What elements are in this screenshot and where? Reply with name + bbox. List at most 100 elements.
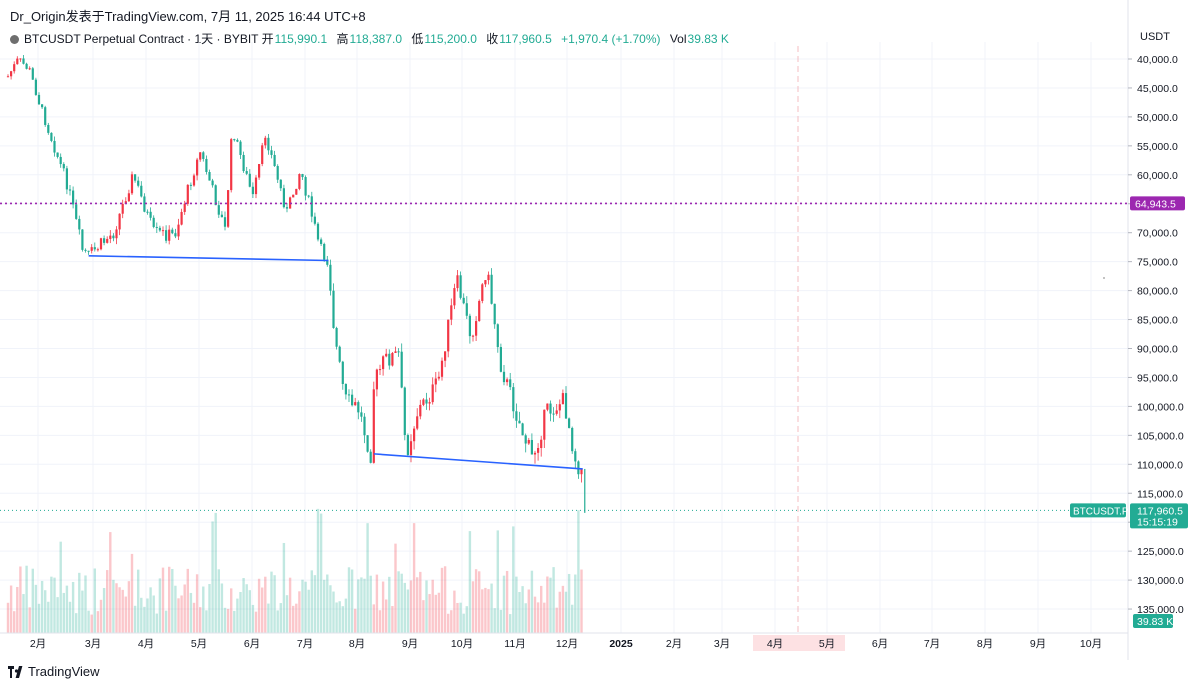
volume-bar xyxy=(505,570,509,633)
volume-bar xyxy=(521,586,524,633)
symbol-name[interactable]: BTCUSDT Perpetual Contract · 1天 · BYBIT xyxy=(24,32,259,46)
candle-body xyxy=(202,152,205,159)
volume-bar xyxy=(236,598,239,633)
volume-bar xyxy=(90,614,93,633)
candle-body xyxy=(137,180,140,186)
candle-body xyxy=(409,441,413,455)
last-price-countdown: 15:15:19 xyxy=(1137,516,1178,528)
candle-body xyxy=(248,173,251,187)
candle-body xyxy=(295,188,298,195)
time-tick-label: 4月 xyxy=(138,638,154,650)
candle-body xyxy=(369,451,372,463)
high-label: 高 xyxy=(336,32,349,46)
volume-bar xyxy=(81,590,84,633)
candle-body xyxy=(16,58,19,65)
volume-bar xyxy=(577,510,580,633)
volume-bar xyxy=(230,588,233,633)
volume-bar xyxy=(360,577,363,633)
candle-body xyxy=(561,393,564,405)
last-price-tag xyxy=(1130,503,1188,529)
volume-bar xyxy=(199,607,202,633)
candle-body xyxy=(506,379,509,383)
volume-bar xyxy=(152,595,155,633)
trendline-2 xyxy=(373,453,583,470)
price-tick-label: 80,000.0 xyxy=(1137,286,1178,298)
candle-body xyxy=(546,403,549,410)
volume-bar xyxy=(158,578,162,633)
volume-bar xyxy=(130,553,134,633)
candle-body xyxy=(465,303,468,316)
candle-body xyxy=(450,305,453,320)
volume-bar xyxy=(124,596,127,633)
time-tick-label: 7月 xyxy=(297,638,313,650)
candle-body xyxy=(515,411,518,421)
price-tick-label: 50,000.0 xyxy=(1137,112,1178,124)
volume-bar xyxy=(394,543,397,633)
candle-body xyxy=(279,179,282,189)
volume-bar xyxy=(422,600,425,633)
time-tick-label: 2025 xyxy=(609,638,633,650)
volume-bar xyxy=(304,581,307,633)
candle-body xyxy=(223,217,227,227)
candle-body xyxy=(124,201,127,204)
volume-bar xyxy=(285,595,289,633)
candle-body xyxy=(422,399,425,405)
price-tick-label: 95,000.0 xyxy=(1137,372,1178,384)
candle-body xyxy=(68,189,72,191)
volume-bar xyxy=(19,566,22,633)
candle-body xyxy=(47,124,50,133)
candle-body xyxy=(270,150,273,155)
volume-bar xyxy=(571,604,574,633)
volume-bar xyxy=(338,601,341,633)
volume-bar xyxy=(99,599,103,633)
candle-body xyxy=(161,230,165,232)
volume-bar xyxy=(257,578,261,633)
candle-body xyxy=(425,399,428,404)
volume-bar xyxy=(137,569,140,633)
volume-bar xyxy=(490,583,493,633)
volume-bar xyxy=(140,597,143,633)
candle-body xyxy=(19,58,22,60)
volume-bar xyxy=(431,579,434,633)
candle-body xyxy=(490,274,493,304)
candle-body xyxy=(397,351,400,353)
volume-bar xyxy=(288,577,292,633)
volume-bar xyxy=(242,578,245,633)
volume-bar xyxy=(161,567,165,633)
volume-bar xyxy=(205,610,208,633)
candle-body xyxy=(273,154,276,167)
candle-body xyxy=(338,346,341,362)
candle-body xyxy=(468,315,471,337)
time-axis: 2月 3月 4月 5月 6月 7月 8月 9月 10月 11月 12月 2025 2月 3月 4月 5月 6月 7… xyxy=(0,632,1128,651)
candle-body xyxy=(540,439,543,449)
price-tick-label: 130,000.0 xyxy=(1137,575,1184,587)
time-tick-label: 2月 xyxy=(30,638,46,650)
volume-bar xyxy=(192,602,196,633)
candle-body xyxy=(214,185,217,206)
time-tick-label: 6月 xyxy=(872,638,888,650)
price-tick-label: 75,000.0 xyxy=(1137,257,1178,269)
volume-bar xyxy=(115,583,118,633)
candle-body xyxy=(261,145,264,165)
volume-bar xyxy=(109,532,112,633)
volume-bar xyxy=(456,602,459,633)
volume-bar xyxy=(416,577,419,633)
price-tick-label: 60,000.0 xyxy=(1137,170,1178,182)
candle-body xyxy=(456,275,459,289)
volume-bar xyxy=(121,589,124,633)
publication-header: Dr_Origin发表于TradingView.com, 7月 11, 2025… xyxy=(10,6,366,25)
candle-body xyxy=(481,284,484,301)
candle-body xyxy=(267,137,270,151)
volume-bar xyxy=(502,575,506,633)
candle-body xyxy=(459,275,462,298)
candle-body xyxy=(168,229,171,241)
candle-body xyxy=(245,171,248,174)
candle-body xyxy=(326,259,329,265)
tradingview-logo-icon xyxy=(8,665,23,678)
volume-bar xyxy=(239,591,242,633)
volume-bar xyxy=(515,576,518,633)
candle-body xyxy=(205,158,208,172)
volume-bar xyxy=(6,602,10,633)
candle-body xyxy=(59,156,62,165)
